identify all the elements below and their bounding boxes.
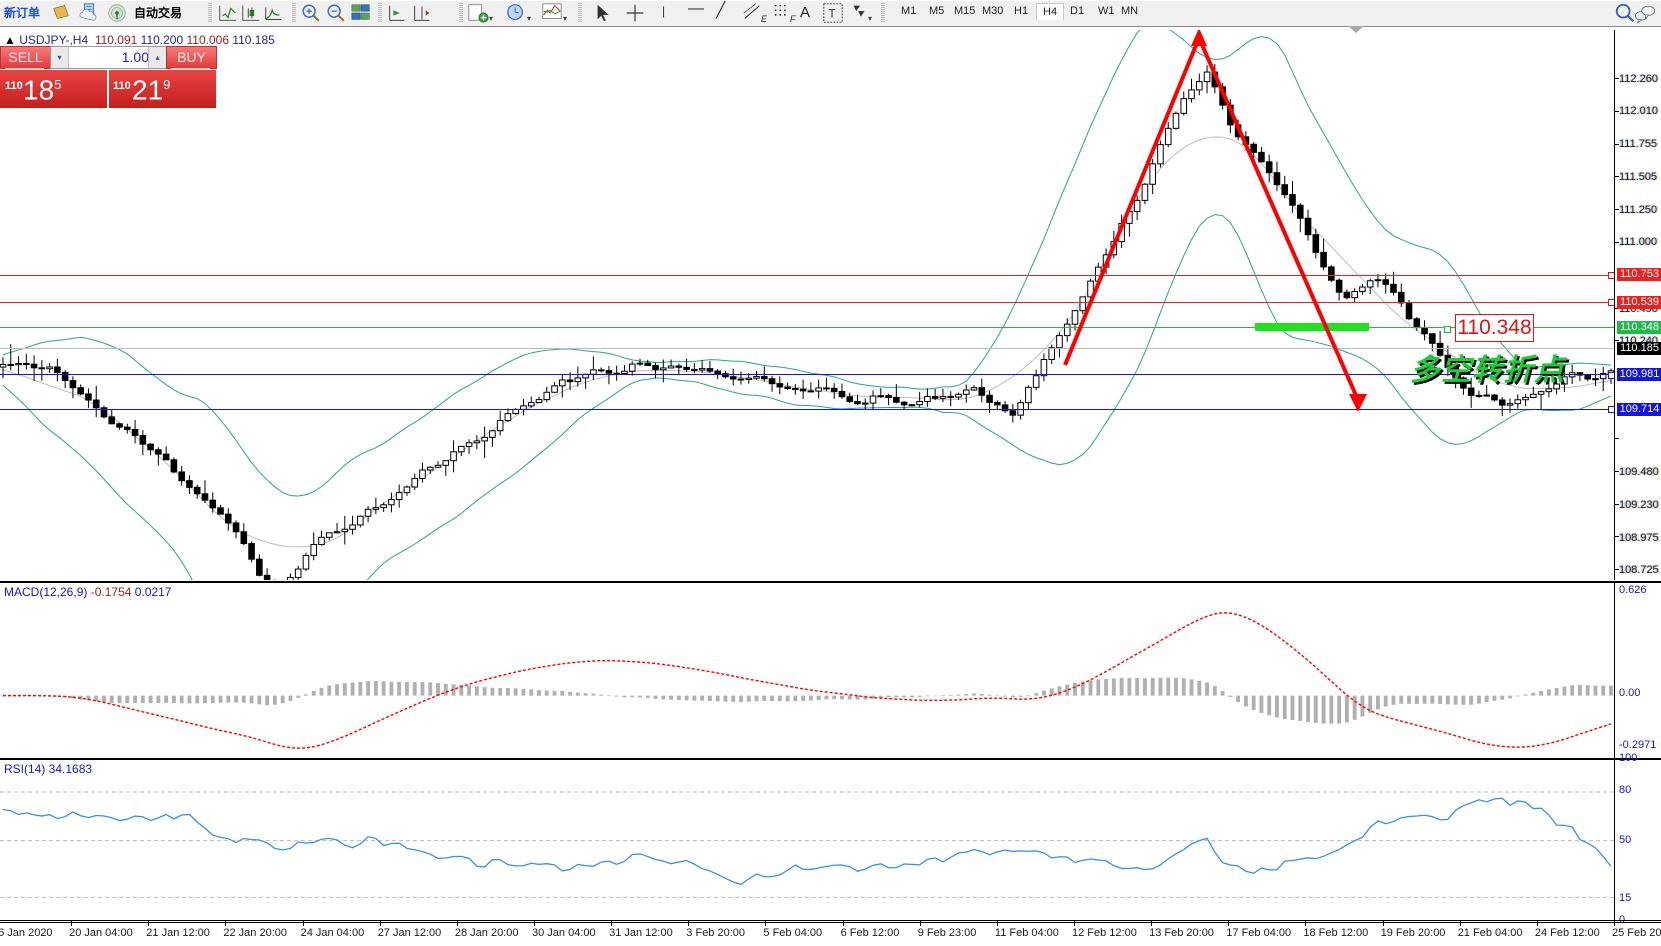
svg-text:T: T: [828, 7, 835, 21]
